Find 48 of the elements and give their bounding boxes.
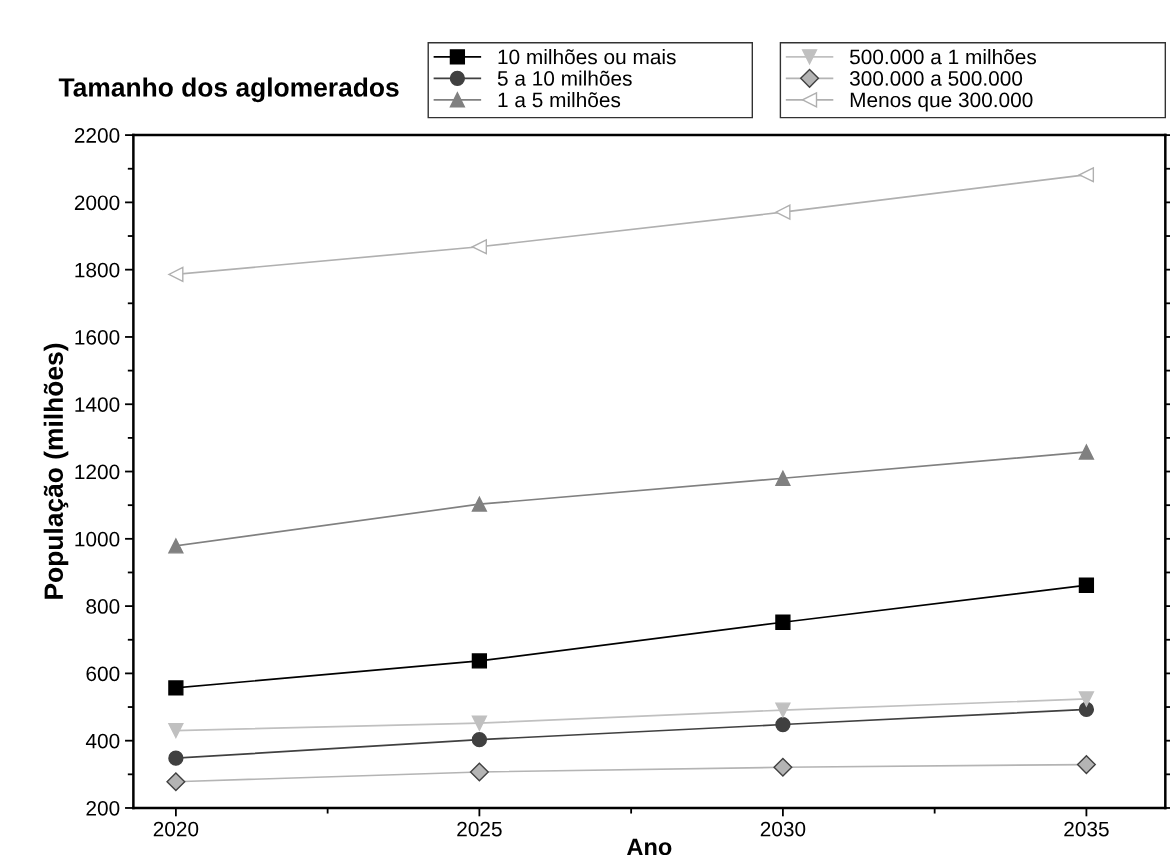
point [773, 757, 793, 777]
y-tick-label: 600 [86, 666, 120, 682]
point [1076, 755, 1096, 775]
point [1078, 691, 1095, 707]
legend-label: 500.000 a 1 milhões [849, 49, 1037, 65]
y-tick-label: 2200 [74, 128, 120, 143]
y-tick-label: 1000 [75, 531, 120, 547]
point [168, 266, 184, 283]
point [471, 732, 488, 748]
y-tick-label: 1600 [75, 329, 120, 345]
point [1078, 444, 1095, 460]
x-tick-label: 2035 [1064, 821, 1109, 837]
y-tick-label: 1200 [75, 464, 120, 480]
point [168, 722, 184, 739]
point [168, 538, 184, 554]
point [1078, 577, 1095, 593]
point [775, 204, 791, 220]
point [471, 715, 488, 731]
point [775, 702, 791, 718]
point [166, 772, 186, 792]
x-tick-label: 2030 [760, 821, 806, 837]
point [471, 239, 488, 255]
point [168, 750, 184, 766]
point [775, 470, 791, 486]
legend-label: 300.000 a 500.000 [849, 71, 1023, 86]
legend-title: Tamanho dos aglomerados [58, 77, 399, 103]
y-tick-label: 2000 [74, 195, 120, 211]
point [1078, 167, 1095, 183]
y-tick-label: 200 [86, 800, 120, 816]
point [775, 716, 791, 733]
legend-label: 10 milhões ou mais [498, 49, 676, 65]
y-tick-label: 1800 [75, 262, 120, 278]
y-tick-label: 400 [85, 733, 120, 749]
x-axis-title: Ano [626, 838, 672, 855]
y-axis-title: População (milhões) [43, 343, 69, 599]
point [168, 680, 184, 696]
y-tick-label: 800 [86, 599, 120, 614]
x-tick-label: 2020 [153, 821, 199, 837]
point [469, 762, 489, 782]
legend-label: 1 a 5 milhões [498, 92, 621, 108]
legend-label: Menos que 300.000 [850, 92, 1033, 112]
legend-label: 5 a 10 milhões [497, 70, 632, 86]
point [1078, 701, 1095, 718]
point [471, 653, 488, 669]
x-tick-label: 2025 [457, 821, 502, 837]
point [471, 496, 488, 512]
point [775, 614, 791, 630]
y-tick-label: 1400 [75, 397, 120, 412]
